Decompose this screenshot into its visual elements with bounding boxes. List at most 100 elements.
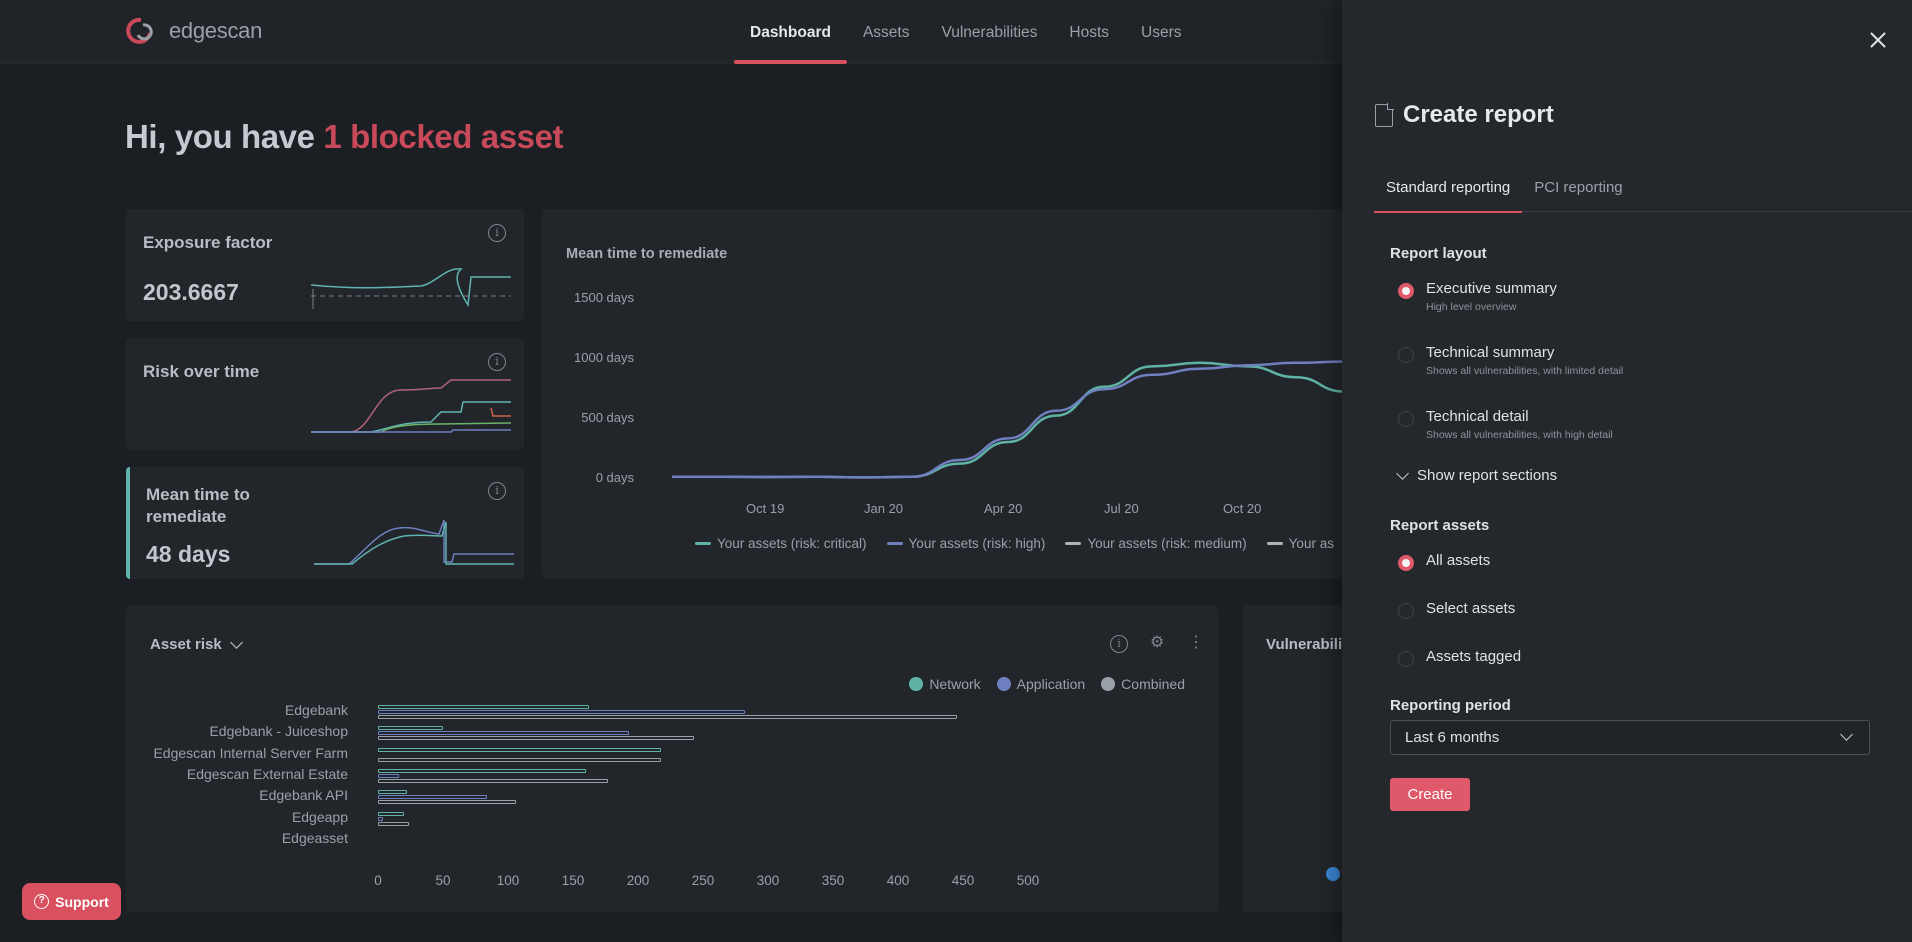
report-tabs: Standard reporting PCI reporting [1374,172,1912,213]
bar-network[interactable] [378,811,404,816]
bar-network[interactable] [378,747,662,752]
info-icon[interactable]: i [488,353,506,371]
option-description: Shows all vulnerabilities, with limited … [1426,365,1624,377]
radio[interactable] [1398,411,1414,427]
nav-dashboard[interactable]: Dashboard [734,0,847,64]
info-icon[interactable]: i [488,482,506,500]
layout-option-executive[interactable]: Executive summary High level overview [1398,280,1557,313]
main-nav: Dashboard Assets Vulnerabilities Hosts U… [734,0,1198,64]
assets-option-select[interactable]: Select assets [1398,600,1515,619]
support-label: Support [55,893,109,910]
tab-standard-reporting[interactable]: Standard reporting [1374,172,1523,213]
chart-dot [1326,867,1340,881]
top-bar: edgescan Dashboard Assets Vulnerabilitie… [0,0,1342,64]
legend-dot [909,677,924,691]
category-label: Edgebank - Juiceshop [209,723,348,740]
info-icon[interactable]: i [1110,635,1128,653]
legend-item[interactable]: Your assets (risk: critical) [695,536,867,551]
create-report-panel: Create report Standard reporting PCI rep… [1342,0,1912,942]
tab-pci-reporting[interactable]: PCI reporting [1534,179,1623,196]
reporting-period-value: Last 6 months [1405,729,1500,746]
radio[interactable] [1398,651,1414,667]
x-tick: Oct 20 [1223,501,1262,516]
legend-item[interactable]: Your as [1266,536,1334,551]
selected-indicator [126,467,130,579]
y-tick: 1000 days [574,350,634,365]
chevron-down-icon[interactable] [229,635,243,649]
more-vertical-icon[interactable]: ⋮ [1188,634,1204,651]
category-label: Edgebank API [259,787,348,804]
legend-item[interactable]: Your assets (risk: medium) [1065,536,1247,551]
mttr-chart-title: Mean time to remediate [566,246,728,262]
bar-combined[interactable] [378,800,516,805]
bar-application[interactable] [378,795,488,800]
create-button[interactable]: Create [1390,778,1470,811]
bar-combined[interactable] [378,821,410,826]
radio-selected[interactable] [1398,555,1414,571]
close-icon[interactable] [1866,28,1890,52]
mttr-card[interactable]: Mean time to remediate 48 days i [126,467,524,579]
bar-combined[interactable] [378,715,957,719]
category-label: Edgescan External Estate [186,765,348,782]
radio-selected[interactable] [1398,283,1414,299]
blocked-asset-link[interactable]: 1 blocked asset [323,118,564,155]
mttr-sparkline [314,519,514,565]
assets-option-all[interactable]: All assets [1398,552,1490,571]
legend-swatch [695,542,711,545]
bar-application[interactable] [378,816,384,821]
x-tick: 100 [496,873,520,888]
legend-dot [1101,677,1116,691]
legend-item[interactable]: Application [996,676,1085,692]
edgescan-logo[interactable]: edgescan [125,16,262,46]
nav-vulnerabilities[interactable]: Vulnerabilities [941,24,1038,41]
asset-risk-title[interactable]: Asset risk [150,635,243,653]
support-button[interactable]: ? Support [22,883,121,920]
bar-network[interactable] [378,726,443,731]
bar-network[interactable] [378,705,589,709]
bar-combined[interactable] [378,778,609,783]
nav-hosts[interactable]: Hosts [1069,24,1110,41]
exposure-factor-card[interactable]: Exposure factor 203.6667 i [126,209,524,321]
y-tick: 500 days [581,410,634,425]
bar-application[interactable] [378,773,399,778]
radio[interactable] [1398,603,1414,619]
gear-icon[interactable]: ⚙ [1150,634,1165,651]
x-tick: Apr 20 [984,501,1023,516]
nav-users[interactable]: Users [1141,24,1182,41]
x-tick: 300 [756,873,780,888]
option-label: Technical summary [1426,344,1555,361]
bar-combined[interactable] [378,736,694,741]
bar-application[interactable] [378,731,629,736]
layout-option-technical-summary[interactable]: Technical summary Shows all vulnerabiliti… [1398,344,1623,377]
legend-item[interactable]: Combined [1101,676,1185,692]
x-tick: Jan 20 [864,501,904,516]
reporting-period-select[interactable]: Last 6 months [1390,720,1870,755]
option-label: Executive summary [1426,280,1557,297]
bar-application[interactable] [378,710,745,714]
bar-combined[interactable] [378,757,662,762]
series-line-0 [672,361,1345,479]
greeting-prefix: Hi, you have [125,118,324,155]
panel-title: Create report [1375,101,1554,129]
layout-option-technical-detail[interactable]: Technical detail Shows all vulnerabilitie… [1398,408,1613,441]
show-report-sections-toggle[interactable]: Show report sections [1396,466,1557,484]
nav-assets[interactable]: Assets [862,24,910,41]
option-description: Shows all vulnerabilities, with high det… [1426,429,1613,441]
bar-network[interactable] [378,768,586,773]
category-label: Edgebank [284,702,348,718]
radio[interactable] [1398,347,1414,363]
panel-title-text: Create report [1403,101,1554,128]
x-tick: Jul 20 [1104,501,1139,516]
category-label: Edgeasset [281,829,348,846]
assets-option-tagged[interactable]: Assets tagged [1398,648,1521,667]
x-tick: 500 [1016,873,1040,888]
legend-item[interactable]: Your assets (risk: high) [886,536,1045,551]
risk-over-time-card[interactable]: Risk over time i [126,338,524,450]
x-tick: 0 [374,873,382,888]
exposure-factor-title: Exposure factor [143,233,273,252]
vulnerabilities-title: Vulnerabili [1266,636,1343,653]
bar-network[interactable] [378,790,407,795]
greeting-heading: Hi, you have 1 blocked asset [125,118,564,156]
legend-item[interactable]: Network [909,676,981,692]
info-icon[interactable]: i [488,224,506,242]
